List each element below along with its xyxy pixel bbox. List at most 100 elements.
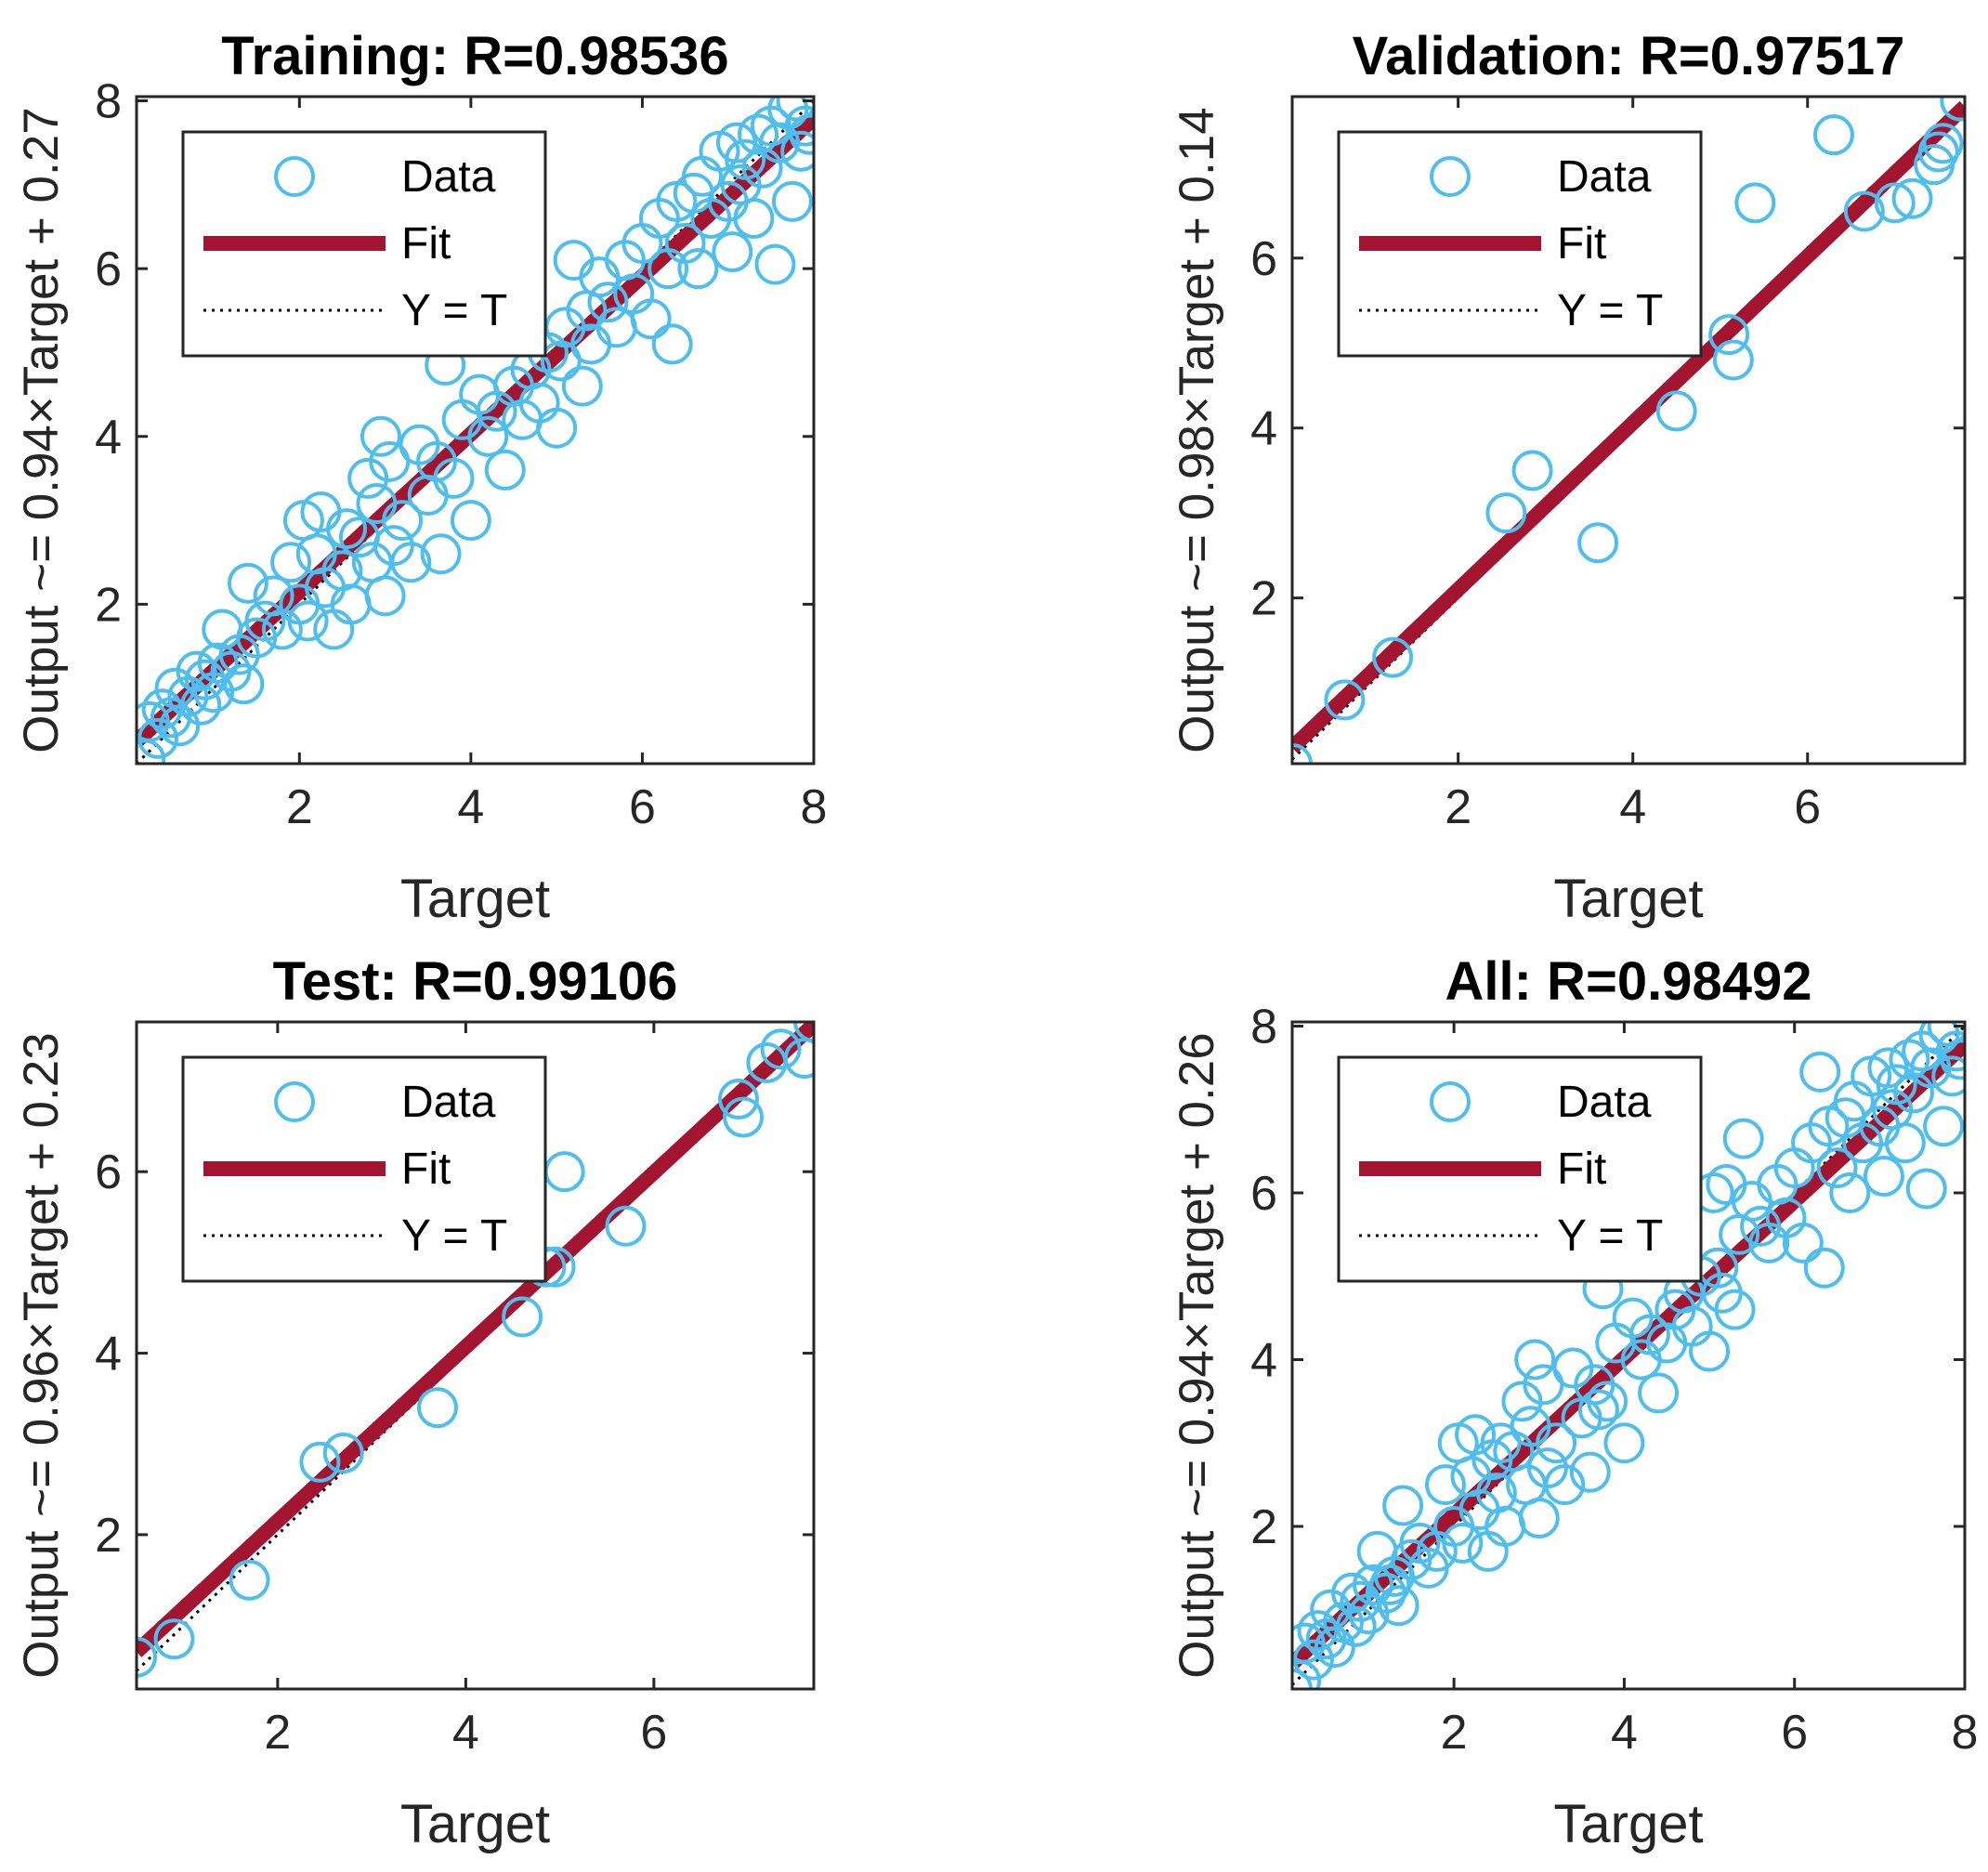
legend: Data Fit Y = T (181, 130, 547, 358)
data-point (1603, 1422, 1645, 1464)
axes-box (135, 95, 816, 766)
data-point (664, 223, 706, 265)
legend-data-marker (274, 156, 315, 197)
data-point (760, 1028, 802, 1070)
axes-box (1290, 1020, 1967, 1691)
y-axis-label: Output ~= 0.94×Target + 0.26 (1170, 1032, 1224, 1678)
data-point (1511, 450, 1553, 491)
chart-panel-4: 2 4 6 8 2 4 6 8 All: R=0.98492 Target Output ~= 0.… (1170, 951, 1978, 1854)
data-point (1314, 1627, 1355, 1669)
data-point (1442, 1522, 1484, 1564)
data-point (1940, 97, 1965, 122)
y-tick-label: 6 (1250, 232, 1277, 286)
y-tick-label: 2 (1250, 1500, 1277, 1554)
data-point (1638, 1372, 1680, 1414)
data-point (605, 1205, 647, 1247)
y-tick-label: 6 (95, 242, 122, 296)
x-tick-label: 2 (264, 1706, 291, 1760)
data-point (1891, 177, 1933, 219)
data-point (1369, 1564, 1411, 1605)
data-point (299, 1441, 341, 1483)
data-point (1335, 1605, 1377, 1647)
y-tick-label: 4 (95, 411, 122, 465)
plot-content (137, 97, 814, 764)
x-tick-label: 6 (640, 1706, 667, 1760)
data-point (433, 457, 475, 499)
data-point (450, 500, 491, 542)
data-point (738, 113, 779, 155)
x-tick-label: 4 (452, 1706, 479, 1760)
data-point (1734, 182, 1776, 224)
data-point (1829, 1172, 1871, 1213)
chart-panel-1: 2 4 6 8 2 4 6 8 Training: R=0.98536 Target Output … (14, 26, 828, 929)
data-point (1863, 1156, 1904, 1198)
data-point (227, 562, 268, 604)
data-point (1544, 1464, 1586, 1506)
data-point (1655, 390, 1697, 432)
x-tick-label: 6 (629, 780, 656, 834)
data-point (1935, 1030, 1965, 1072)
data-point (382, 500, 424, 542)
y-axis-label: Output ~= 0.98×Target + 0.14 (1170, 107, 1224, 753)
x-tick-label: 4 (1611, 1706, 1638, 1760)
data-point (1569, 1451, 1611, 1493)
data-point (1536, 1422, 1577, 1464)
chart-panel-2: 2 4 6 2 4 6 Validation: R=0.97517 Target Output … (1170, 26, 1967, 929)
data-point (1782, 1222, 1824, 1263)
legend-data-label: Data (1557, 1078, 1652, 1127)
x-tick-label: 2 (286, 780, 313, 834)
legend-ident-label: Y = T (1557, 1211, 1663, 1261)
data-point (1874, 182, 1916, 224)
x-tick-label: 8 (801, 780, 828, 834)
data-point (1884, 1122, 1926, 1164)
data-point (390, 542, 432, 583)
data-point (718, 1079, 759, 1120)
data-point (1518, 1498, 1560, 1539)
legend: Data Fit Y = T (181, 1055, 547, 1283)
data-point (1931, 1055, 1965, 1097)
data-point (1353, 1564, 1394, 1605)
legend-data-marker (1430, 156, 1471, 197)
data-point (417, 1387, 458, 1429)
data-point (1577, 1389, 1619, 1431)
data-point (159, 705, 201, 747)
data-point (484, 449, 526, 491)
data-point (1378, 1585, 1419, 1627)
y-axis-label: Output ~= 0.96×Target + 0.23 (14, 1032, 69, 1678)
legend-data-label: Data (1557, 152, 1652, 202)
fit-line (137, 1022, 814, 1657)
x-tick-label: 4 (457, 780, 484, 834)
data-point (223, 663, 265, 705)
data-point (197, 642, 239, 684)
data-point (1917, 131, 1959, 173)
chart-title: Training: R=0.98536 (221, 26, 728, 86)
chart-title: Validation: R=0.97517 (1353, 26, 1905, 86)
y-tick-label: 4 (1250, 1333, 1277, 1387)
y-tick-label: 6 (95, 1145, 122, 1199)
data-point (1514, 1339, 1556, 1381)
y-tick-label: 2 (1250, 572, 1277, 626)
data-point (733, 197, 775, 239)
x-tick-label: 4 (1619, 780, 1646, 834)
x-tick-label: 6 (1794, 780, 1821, 834)
data-point (1708, 314, 1750, 356)
legend-data-label: Data (401, 152, 496, 202)
data-point (1889, 1039, 1930, 1080)
axes-box (135, 1020, 816, 1691)
chart-title: Test: R=0.99106 (273, 951, 678, 1012)
data-point (1799, 1051, 1841, 1093)
data-point (651, 323, 693, 365)
data-point (322, 1433, 364, 1474)
legend: Data Fit Y = T (1337, 1055, 1703, 1283)
x-axis-label: Target (400, 869, 550, 929)
axes-box (1290, 95, 1967, 766)
data-point (1722, 1118, 1764, 1159)
data-point (1372, 636, 1414, 678)
data-point (1485, 492, 1527, 534)
data-point (1292, 1639, 1334, 1681)
y-axis-label: Output ~= 0.94×Target + 0.27 (14, 107, 69, 753)
chart-panel-3: 2 4 6 2 4 6 Test: R=0.99106 Target Output ~= 0.9… (14, 951, 816, 1854)
data-point (754, 243, 796, 285)
plot-content (137, 1022, 814, 1678)
data-point (561, 365, 603, 407)
